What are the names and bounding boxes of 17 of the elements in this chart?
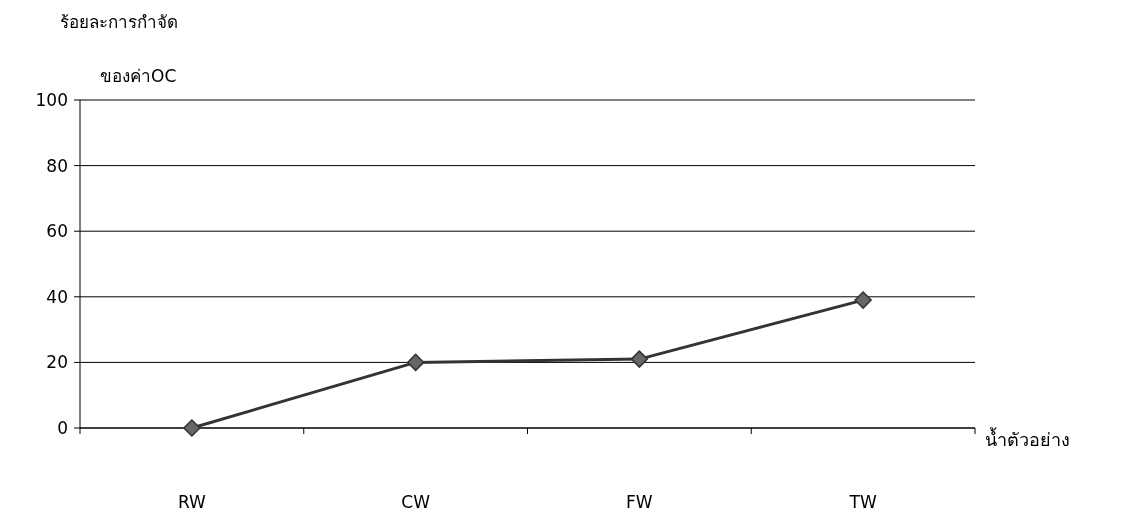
y-tick-label: 20 [46,352,68,373]
chart-title: ร้อยละการกำจัด [60,12,178,32]
y-tick-label: 80 [46,155,68,176]
x-tick-label: RW [177,492,207,512]
x-tick-label: FW [626,492,653,512]
x-tick-label: TW [848,492,877,512]
point [406,353,425,372]
x-tick-label: CW [401,492,431,512]
x-axis-title: น้ำตัวอย่าง [985,427,1070,450]
point [183,419,201,437]
y-tick-label: 40 [46,286,68,307]
point [630,350,649,368]
point [854,291,872,309]
y-tick-label: 60 [46,221,68,242]
y-tick-label: 0 [57,418,68,438]
y-axis-title: ของค่าOC [100,66,177,86]
y-tick-label: 100 [35,90,68,110]
